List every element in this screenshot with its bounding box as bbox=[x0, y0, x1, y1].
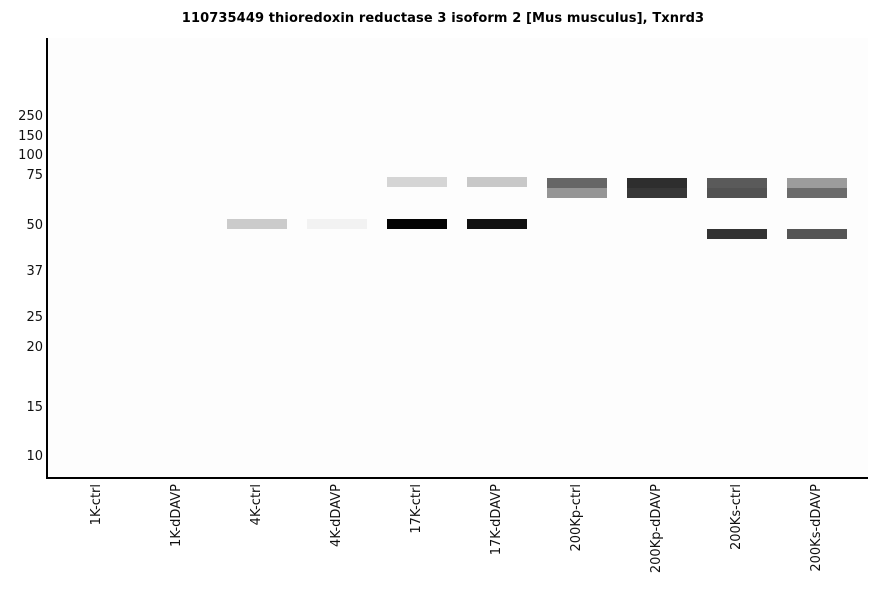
band-200Kp-dDAVP-73kda bbox=[627, 178, 687, 188]
band-200Kp-dDAVP-68kda bbox=[627, 188, 687, 198]
y-axis-marker-50kda: 50 bbox=[26, 218, 43, 233]
band-17K-dDAVP-73kda bbox=[467, 177, 527, 187]
band-17K-ctrl-51kda bbox=[387, 219, 447, 229]
plot-area bbox=[46, 38, 868, 479]
band-200Ks-dDAVP-47kda bbox=[787, 229, 847, 239]
band-4K-ctrl-51kda bbox=[227, 219, 287, 229]
band-200Ks-dDAVP-73kda bbox=[787, 178, 847, 188]
y-axis-marker-100kda: 100 bbox=[18, 148, 43, 163]
chart-title: 110735449 thioredoxin reductase 3 isofor… bbox=[181, 11, 705, 26]
band-200Ks-ctrl-68kda bbox=[707, 188, 767, 198]
y-axis-marker-75kda: 75 bbox=[26, 168, 43, 183]
y-axis-marker-250kda: 250 bbox=[18, 109, 43, 124]
band-200Ks-ctrl-47kda bbox=[707, 229, 767, 239]
band-200Ks-dDAVP-68kda bbox=[787, 188, 847, 198]
band-200Kp-ctrl-68kda bbox=[547, 188, 607, 198]
y-axis-marker-25kda: 25 bbox=[26, 310, 43, 325]
band-17K-ctrl-73kda bbox=[387, 177, 447, 187]
band-200Ks-ctrl-73kda bbox=[707, 178, 767, 188]
band-17K-dDAVP-51kda bbox=[467, 219, 527, 229]
band-4K-dDAVP-51kda bbox=[307, 219, 367, 229]
y-axis-marker-20kda: 20 bbox=[26, 340, 43, 355]
y-axis-marker-15kda: 15 bbox=[26, 400, 43, 415]
y-axis-marker-10kda: 10 bbox=[26, 449, 43, 464]
band-200Kp-ctrl-73kda bbox=[547, 178, 607, 188]
y-axis-marker-37kda: 37 bbox=[26, 264, 43, 279]
y-axis-marker-150kda: 150 bbox=[18, 129, 43, 144]
